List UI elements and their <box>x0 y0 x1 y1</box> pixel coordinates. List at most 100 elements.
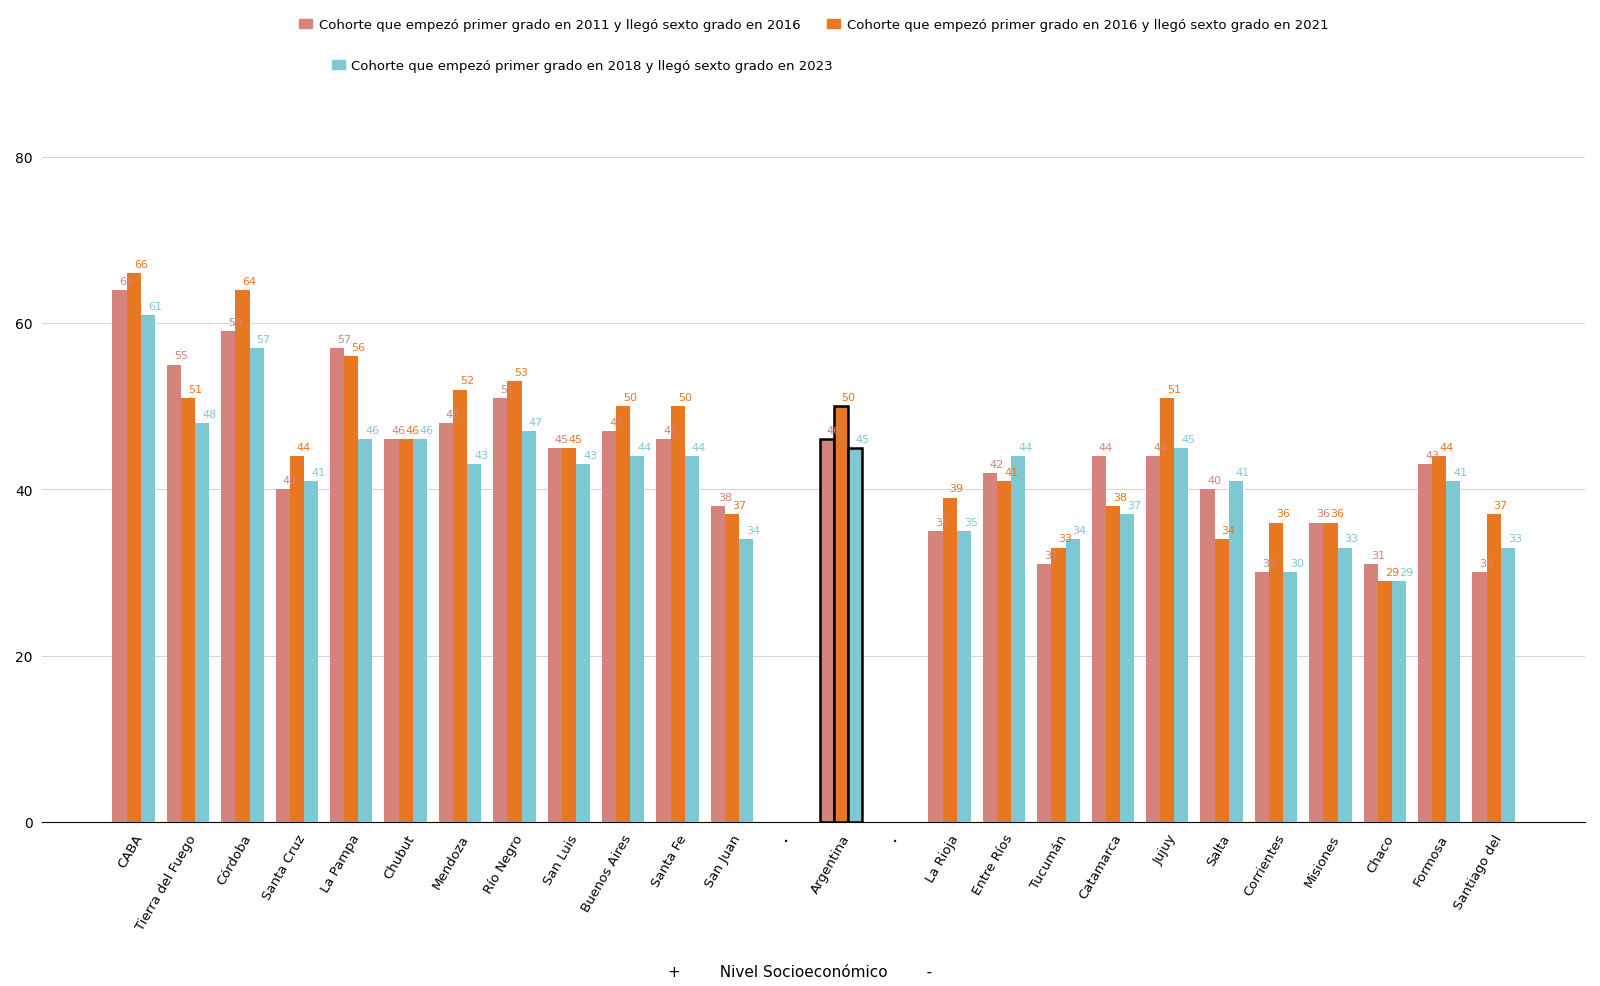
Text: 47: 47 <box>528 417 542 428</box>
Bar <box>250 349 264 822</box>
Bar <box>576 464 590 822</box>
Bar <box>467 464 482 822</box>
Text: 64: 64 <box>243 276 256 286</box>
Text: 57: 57 <box>256 334 270 344</box>
Bar <box>1323 523 1338 822</box>
Bar <box>195 423 210 822</box>
Bar <box>1160 398 1174 822</box>
Text: 36: 36 <box>1331 509 1344 519</box>
Text: 44: 44 <box>637 443 651 453</box>
Text: 45: 45 <box>854 434 869 444</box>
Bar <box>1051 548 1066 822</box>
Bar <box>616 407 630 822</box>
Bar <box>1472 573 1486 822</box>
Bar <box>710 507 725 822</box>
Bar <box>1378 581 1392 822</box>
Bar <box>1418 464 1432 822</box>
Text: 36: 36 <box>1277 509 1290 519</box>
Bar <box>1066 539 1080 822</box>
Text: 44: 44 <box>1099 443 1114 453</box>
Text: 38: 38 <box>718 492 733 502</box>
Bar <box>290 457 304 822</box>
Text: 53: 53 <box>515 368 528 378</box>
Text: 41: 41 <box>1453 467 1467 477</box>
Text: 43: 43 <box>1426 451 1440 460</box>
Text: 50: 50 <box>678 392 691 402</box>
Text: 36: 36 <box>1317 509 1330 519</box>
Legend: Cohorte que empezó primer grado en 2018 y llegó sexto grado en 2023: Cohorte que empezó primer grado en 2018 … <box>326 55 838 78</box>
Text: 56: 56 <box>352 343 365 353</box>
Text: 34: 34 <box>1072 526 1086 535</box>
Text: 44: 44 <box>1440 443 1453 453</box>
Bar <box>997 481 1011 822</box>
Bar <box>275 490 290 822</box>
Bar <box>181 398 195 822</box>
Bar <box>112 291 126 822</box>
Text: 29: 29 <box>1398 567 1413 577</box>
Text: 50: 50 <box>624 392 637 402</box>
Bar <box>1363 565 1378 822</box>
Bar <box>656 440 670 822</box>
Bar <box>1269 523 1283 822</box>
Text: 46: 46 <box>365 426 379 436</box>
Text: 46: 46 <box>827 426 842 436</box>
Bar <box>739 539 754 822</box>
Bar <box>1037 565 1051 822</box>
Text: 35: 35 <box>936 518 949 528</box>
Bar <box>330 349 344 822</box>
Text: 41: 41 <box>310 467 325 477</box>
Bar <box>1011 457 1026 822</box>
Text: 59: 59 <box>229 317 243 327</box>
Bar <box>344 357 358 822</box>
Text: 34: 34 <box>1222 526 1235 535</box>
Bar <box>453 390 467 822</box>
Text: 47: 47 <box>610 417 624 428</box>
Bar <box>1254 573 1269 822</box>
Text: 29: 29 <box>1386 567 1398 577</box>
Text: 39: 39 <box>950 484 963 494</box>
Text: 46: 46 <box>664 426 678 436</box>
Text: 40: 40 <box>283 475 298 486</box>
Bar <box>1338 548 1352 822</box>
Text: 33: 33 <box>1344 533 1358 544</box>
Text: 31: 31 <box>1045 550 1058 560</box>
Text: 37: 37 <box>1126 501 1141 511</box>
Text: 37: 37 <box>1494 501 1507 511</box>
Text: 48: 48 <box>446 409 461 419</box>
Text: 38: 38 <box>1114 492 1126 502</box>
Bar <box>413 440 427 822</box>
Bar <box>1446 481 1461 822</box>
Bar <box>1214 539 1229 822</box>
Bar <box>562 449 576 822</box>
Text: 51: 51 <box>501 385 515 394</box>
Text: 46: 46 <box>392 426 406 436</box>
Text: 66: 66 <box>134 259 147 269</box>
Text: 45: 45 <box>555 434 570 444</box>
Bar <box>942 498 957 822</box>
Bar <box>819 440 834 822</box>
Bar <box>1392 581 1406 822</box>
Bar <box>630 457 645 822</box>
Bar <box>438 423 453 822</box>
Text: 43: 43 <box>582 451 597 460</box>
Bar <box>493 398 507 822</box>
Text: 44: 44 <box>298 443 310 453</box>
Text: 52: 52 <box>461 376 474 386</box>
Text: 31: 31 <box>1371 550 1384 560</box>
Bar <box>1486 515 1501 822</box>
Text: 50: 50 <box>842 392 854 402</box>
Text: 51: 51 <box>189 385 202 394</box>
Bar <box>235 291 250 822</box>
Bar <box>1309 523 1323 822</box>
Text: 61: 61 <box>147 301 162 312</box>
Text: 51: 51 <box>1168 385 1181 394</box>
Bar <box>1120 515 1134 822</box>
Text: 40: 40 <box>1208 475 1222 486</box>
Bar <box>221 332 235 822</box>
Text: 46: 46 <box>406 426 419 436</box>
Text: 64: 64 <box>120 276 134 286</box>
Text: 43: 43 <box>474 451 488 460</box>
Bar <box>141 316 155 822</box>
Text: 44: 44 <box>1154 443 1168 453</box>
Text: 35: 35 <box>963 518 978 528</box>
